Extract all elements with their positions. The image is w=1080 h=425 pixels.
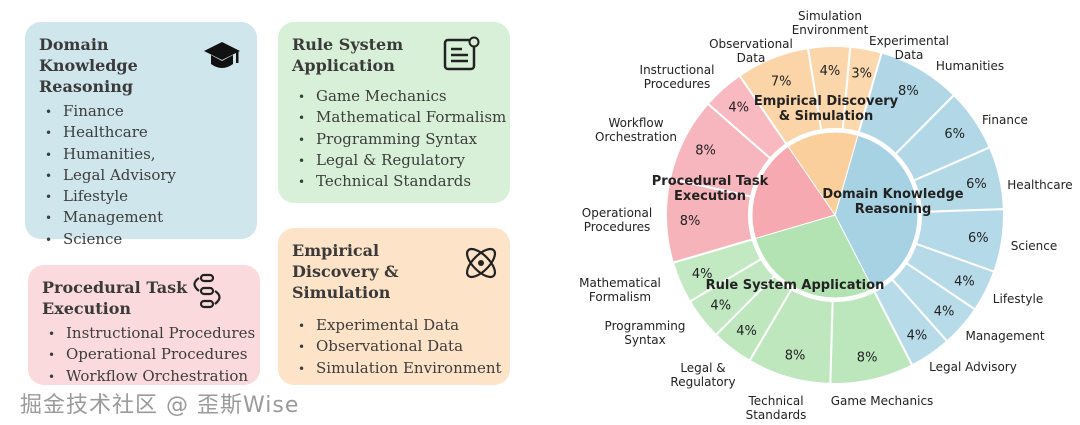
percent-label: 6% xyxy=(968,231,989,246)
percent-label: 4% xyxy=(907,329,928,344)
card-title: Empirical Discovery & Simulation xyxy=(292,241,399,302)
percent-label: 8% xyxy=(695,144,716,159)
list-item: Lifestyle xyxy=(39,186,243,207)
percent-label: 4% xyxy=(934,305,955,320)
empirical-discovery-card: Empirical Discovery & Simulation Experim… xyxy=(278,228,510,385)
group-label: Empirical Discovery & Simulation xyxy=(754,94,899,124)
list-item: Finance xyxy=(39,101,243,122)
card-title: Rule System Application xyxy=(292,35,404,75)
domain-knowledge-card: Domain Knowledge Reasoning FinanceHealth… xyxy=(25,22,257,248)
list-item: Healthcare xyxy=(39,122,243,143)
percent-label: 4% xyxy=(820,64,841,79)
list-item: Technical Standards xyxy=(292,171,496,192)
list-item: Game Mechanics xyxy=(292,86,496,107)
group-label: Procedural Task Execution xyxy=(652,174,769,204)
category-label: Workflow Orchestration xyxy=(595,116,677,144)
category-label: Instructional Procedures xyxy=(640,63,715,91)
sunburst-chart: 8% Humanities 6% Finance 6% Healthcare 6% Scien… xyxy=(579,9,1073,422)
atom-icon xyxy=(465,247,497,279)
percent-label: 6% xyxy=(966,177,987,192)
category-label: Legal Advisory xyxy=(929,360,1017,374)
percent-label: 3% xyxy=(851,66,872,81)
category-label: Humanities xyxy=(936,59,1004,73)
category-label: Lifestyle xyxy=(993,292,1043,306)
percent-label: 4% xyxy=(692,267,713,282)
list-item: Science xyxy=(39,229,243,250)
category-label: Mathematical Formalism xyxy=(579,276,661,304)
list-item: Simulation Environment xyxy=(292,358,502,379)
percent-label: 4% xyxy=(710,298,731,313)
percent-label: 8% xyxy=(680,214,701,229)
category-label: Simulation Environment xyxy=(792,9,869,37)
category-label: Finance xyxy=(982,113,1028,127)
graduation-cap-icon xyxy=(204,42,240,68)
category-label: Technical Standards xyxy=(746,394,807,422)
list-item: Legal Advisory xyxy=(39,165,243,186)
category-label: Experimental Data xyxy=(869,34,949,62)
percent-label: 8% xyxy=(898,84,919,99)
percent-label: 4% xyxy=(954,274,975,289)
list-item: Mathematical Formalism xyxy=(292,107,506,128)
percent-label: 4% xyxy=(736,324,757,339)
percent-label: 7% xyxy=(771,74,792,89)
group-label: Domain Knowledge Reasoning xyxy=(822,187,963,217)
category-label: Programming Syntax xyxy=(605,319,686,347)
percent-label: 8% xyxy=(785,348,806,363)
category-label: Game Mechanics xyxy=(831,394,934,408)
group-label: Rule System Application xyxy=(706,278,885,293)
list-item: Humanities, xyxy=(39,144,243,165)
card-title: Procedural Task Execution xyxy=(42,278,188,318)
list-item: Observational Data xyxy=(292,336,496,357)
list-item: Programming Syntax xyxy=(292,129,496,150)
list-item: Experimental Data xyxy=(292,315,496,336)
category-label: Management xyxy=(965,329,1044,343)
procedural-task-card: Procedural Task Execution Instructional … xyxy=(28,265,260,385)
list-item: Operational Procedures xyxy=(42,344,248,365)
list-item: Management xyxy=(39,207,243,228)
document-gear-icon xyxy=(443,36,480,71)
category-label: Operational Procedures xyxy=(582,206,652,234)
list-item: Instructional Procedures xyxy=(42,323,255,344)
category-label: Legal & Regulatory xyxy=(670,361,735,389)
list-item: Workflow Orchestration xyxy=(42,366,248,387)
percent-label: 8% xyxy=(857,350,878,365)
category-label: Science xyxy=(1011,239,1058,253)
card-title: Domain Knowledge Reasoning xyxy=(39,35,138,96)
percent-label: 4% xyxy=(728,101,749,116)
workflow-icon xyxy=(193,273,221,309)
list-item: Legal & Regulatory xyxy=(292,150,496,171)
inner-ring xyxy=(748,128,922,302)
category-label: Observational Data xyxy=(709,37,793,65)
rule-system-card: Rule System Application Game MechanicsMa… xyxy=(278,22,510,203)
category-label: Healthcare xyxy=(1007,178,1072,192)
watermark: 掘金技术社区 @ 歪斯Wise xyxy=(20,393,300,418)
percent-label: 6% xyxy=(944,127,965,142)
